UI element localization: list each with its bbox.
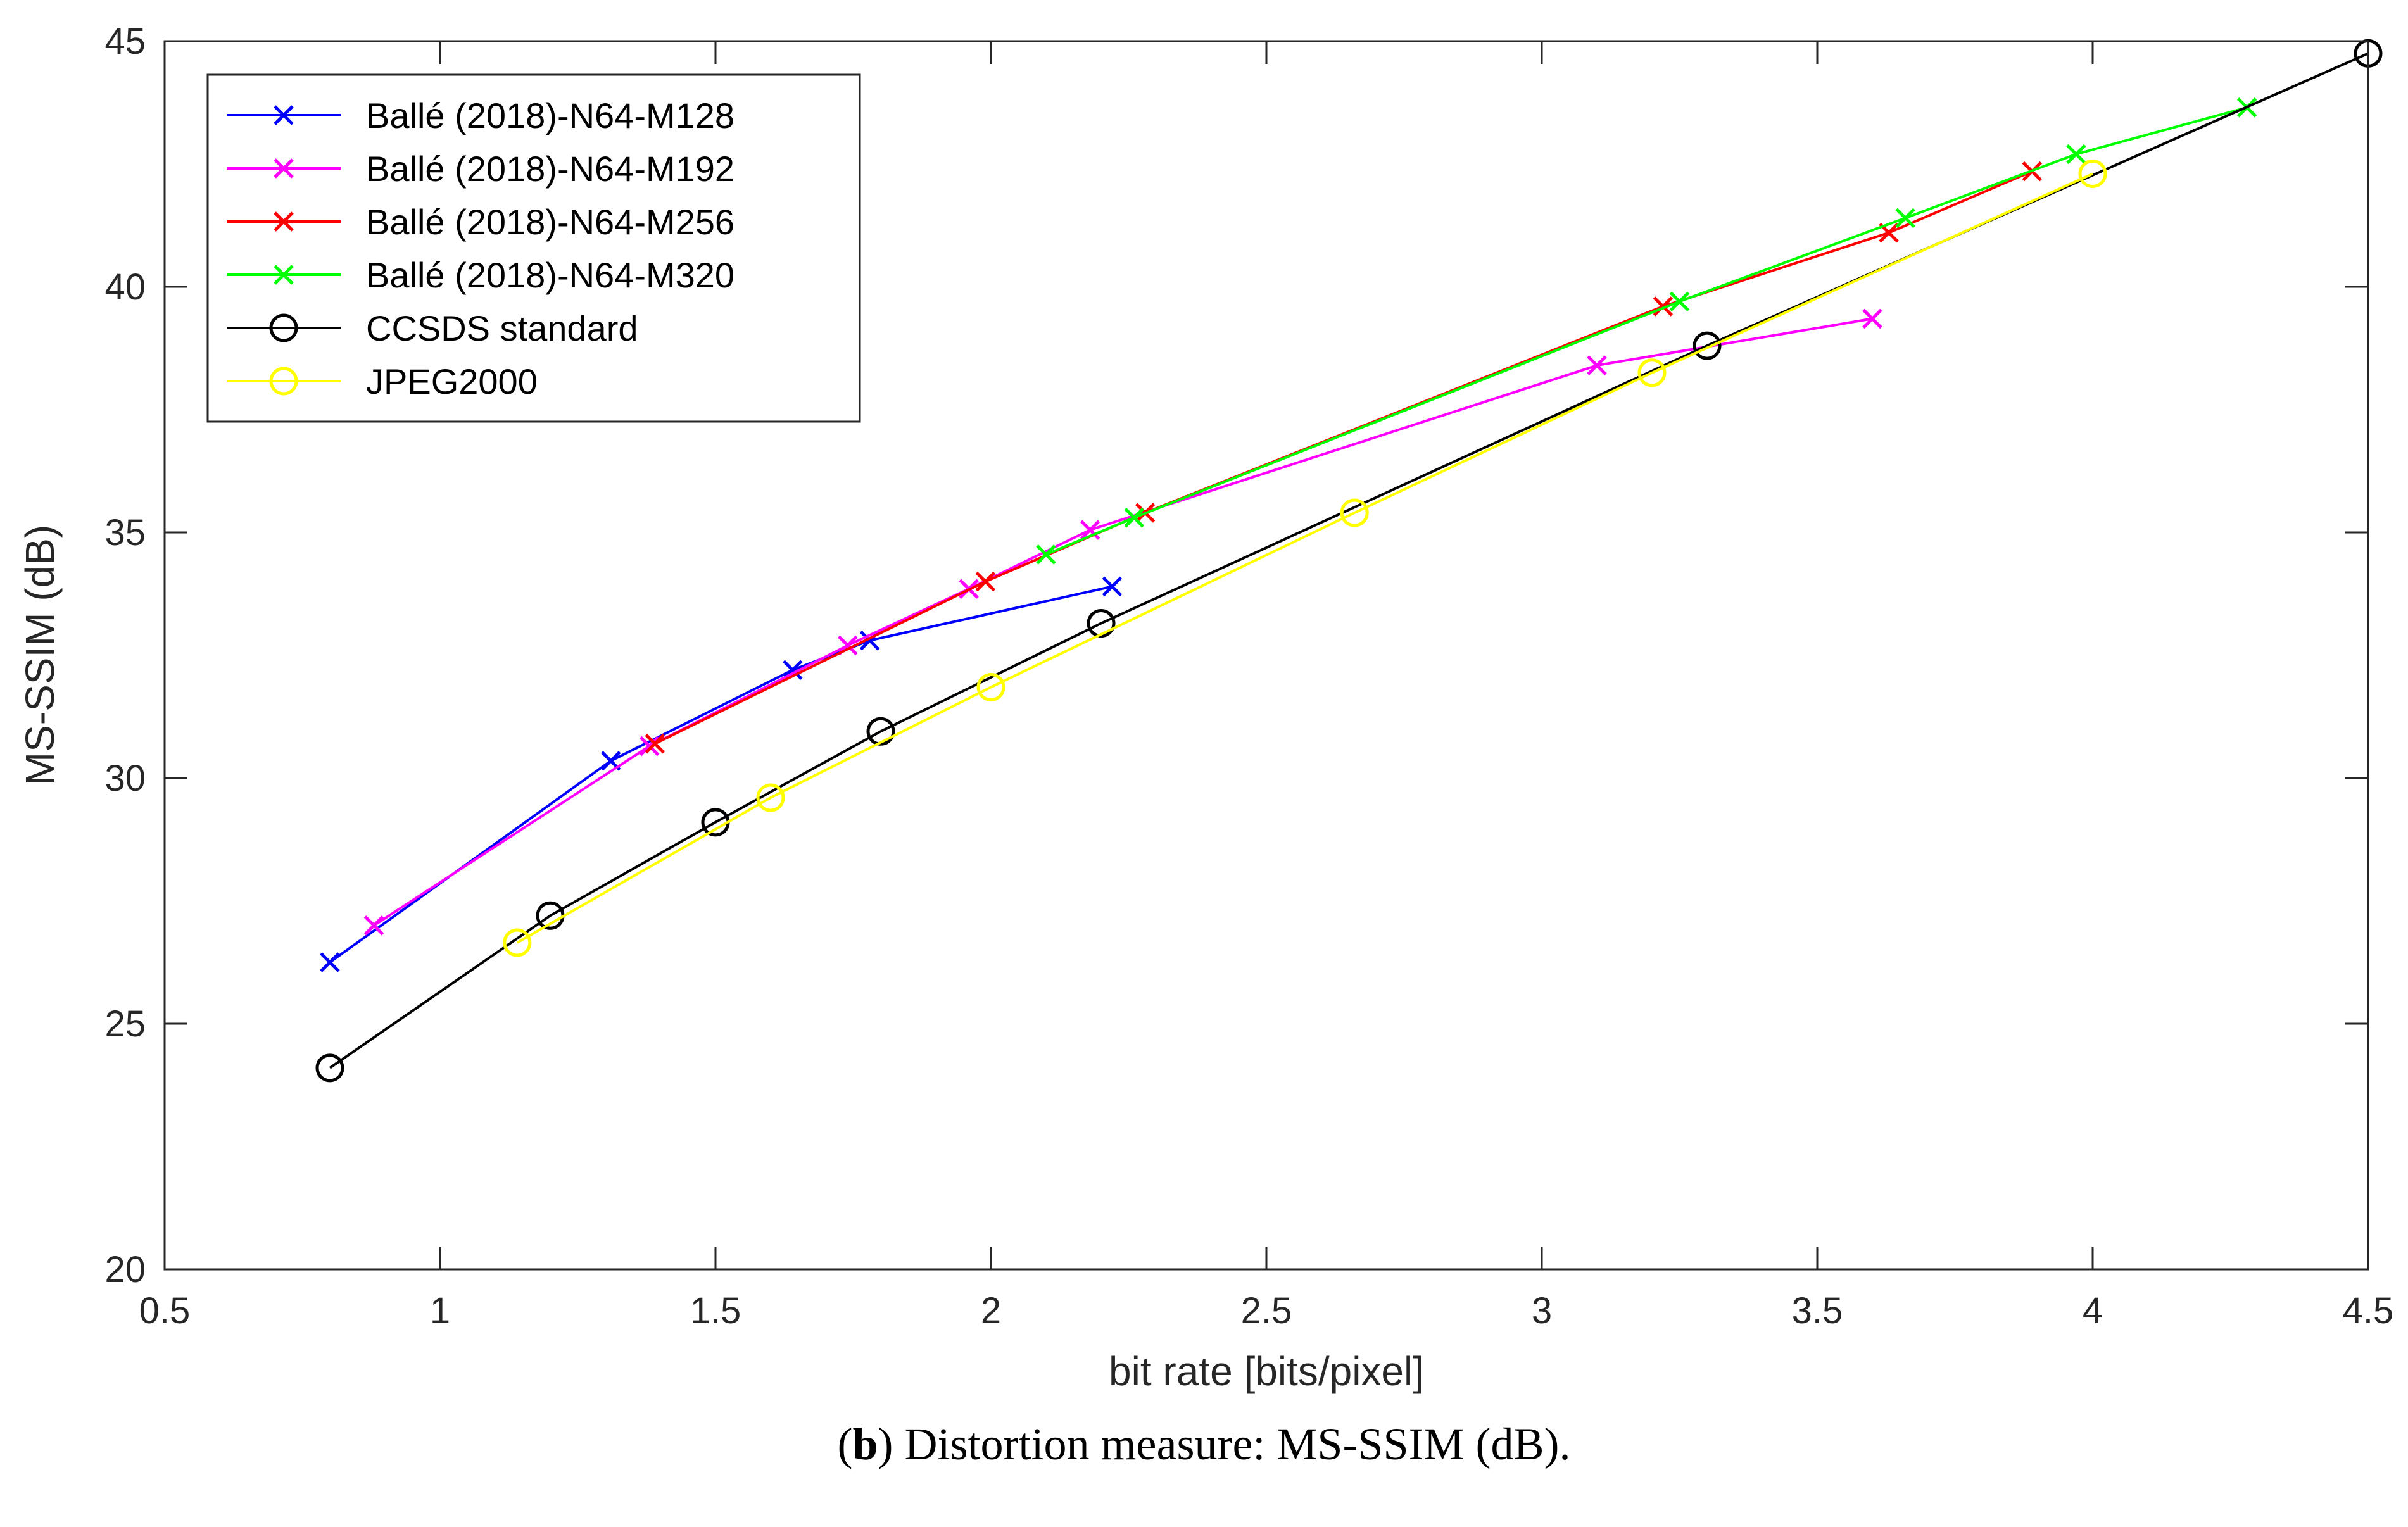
data-point-5-1 bbox=[315, 1053, 344, 1083]
legend-marker-6 bbox=[269, 367, 298, 396]
data-point-6-1 bbox=[503, 928, 532, 957]
x-tick-label-7: 3.5 bbox=[1792, 1290, 1843, 1331]
legend-marker-2 bbox=[274, 158, 294, 179]
data-point-2-7 bbox=[1862, 308, 1882, 329]
data-point-5-5 bbox=[1087, 609, 1116, 638]
y-axis-title: MS-SSIM (dB) bbox=[17, 525, 63, 786]
legend-label-2: Ballé (2018)-N64-M192 bbox=[366, 149, 734, 189]
data-point-6-5 bbox=[1637, 358, 1667, 387]
data-point-4-3 bbox=[1669, 291, 1690, 312]
caption-text: Distortion measure: MS-SSIM (dB). bbox=[893, 1419, 1571, 1469]
legend-entry-2: Ballé (2018)-N64-M192 bbox=[227, 149, 734, 189]
y-tick-label-3: 30 bbox=[104, 758, 146, 799]
y-tick-label-1: 20 bbox=[104, 1249, 146, 1290]
legend-label-1: Ballé (2018)-N64-M128 bbox=[366, 96, 734, 135]
data-point-2-6 bbox=[1587, 355, 1607, 375]
data-point-1-5 bbox=[1102, 576, 1123, 597]
x-tick-label-5: 2.5 bbox=[1241, 1290, 1292, 1331]
series-line-6 bbox=[516, 172, 2093, 944]
y-tick-label-5: 40 bbox=[104, 267, 146, 308]
data-point-4-4 bbox=[1895, 208, 1915, 229]
legend-entry-3: Ballé (2018)-N64-M256 bbox=[227, 202, 734, 242]
legend-entry-4: Ballé (2018)-N64-M320 bbox=[227, 255, 734, 295]
legend-marker-1 bbox=[274, 105, 294, 125]
series-6 bbox=[503, 160, 2107, 957]
data-point-6-6 bbox=[2078, 160, 2107, 189]
legend-label-3: Ballé (2018)-N64-M256 bbox=[366, 202, 734, 242]
y-tick-label-4: 35 bbox=[104, 512, 146, 553]
data-point-1-1 bbox=[320, 952, 340, 972]
x-axis-title: bit rate [bits/pixel] bbox=[1109, 1348, 1424, 1394]
legend-marker-4 bbox=[274, 265, 294, 285]
data-point-5-6 bbox=[1693, 331, 1722, 360]
data-point-2-1 bbox=[363, 915, 384, 936]
figure-caption: (b) Distortion measure: MS-SSIM (dB). bbox=[0, 1418, 2408, 1471]
x-tick-label-3: 1.5 bbox=[690, 1290, 741, 1331]
data-point-4-2 bbox=[1124, 507, 1144, 528]
legend-marker-3 bbox=[274, 211, 294, 232]
x-tick-label-8: 4 bbox=[2083, 1290, 2103, 1331]
data-point-4-1 bbox=[1036, 544, 1056, 565]
legend-entry-6: JPEG2000 bbox=[227, 361, 538, 401]
caption-label-open: ( bbox=[837, 1419, 853, 1469]
x-tick-label-9: 4.5 bbox=[2343, 1290, 2394, 1331]
caption-label-letter: b bbox=[852, 1419, 878, 1469]
data-point-6-4 bbox=[1340, 498, 1369, 527]
data-point-5-4 bbox=[866, 717, 895, 746]
data-point-2-5 bbox=[1080, 520, 1100, 540]
legend-label-4: Ballé (2018)-N64-M320 bbox=[366, 255, 734, 295]
data-point-6-3 bbox=[976, 672, 1005, 701]
x-tick-label-6: 3 bbox=[1532, 1290, 1552, 1331]
data-point-6-2 bbox=[756, 783, 785, 812]
legend-entry-5: CCSDS standard bbox=[227, 308, 638, 348]
caption-label-close: ) bbox=[878, 1419, 893, 1469]
axes-layer: 0.5 1 1.5 2 2.5 3 3.5 4 4.5 20 25 30 35 40 45 bit rate … bbox=[17, 21, 2393, 1394]
data-point-3-1 bbox=[645, 733, 665, 754]
x-tick-label-2: 1 bbox=[430, 1290, 450, 1331]
series-4 bbox=[1036, 97, 2257, 565]
legend-label-6: JPEG2000 bbox=[366, 361, 538, 401]
data-point-2-2 bbox=[639, 736, 660, 757]
data-point-3-4 bbox=[1653, 296, 1674, 317]
legend-box bbox=[206, 73, 861, 423]
series-1 bbox=[320, 576, 1123, 972]
legend-label-5: CCSDS standard bbox=[366, 308, 638, 348]
data-point-3-2 bbox=[975, 571, 996, 592]
series-line-5 bbox=[329, 52, 2369, 1069]
legend: Ballé (2018)-N64-M128 Ballé (2018)-N64-M1… bbox=[206, 73, 861, 423]
x-tick-label-1: 0.5 bbox=[139, 1290, 191, 1331]
legend-entry-1: Ballé (2018)-N64-M128 bbox=[227, 96, 734, 135]
y-tick-label-2: 25 bbox=[104, 1003, 146, 1045]
y-tick-label-6: 45 bbox=[104, 21, 146, 62]
legend-marker-5 bbox=[269, 313, 298, 342]
data-point-4-5 bbox=[2066, 144, 2086, 165]
series-line-4 bbox=[1045, 106, 2248, 556]
x-tick-label-4: 2 bbox=[981, 1290, 1001, 1331]
